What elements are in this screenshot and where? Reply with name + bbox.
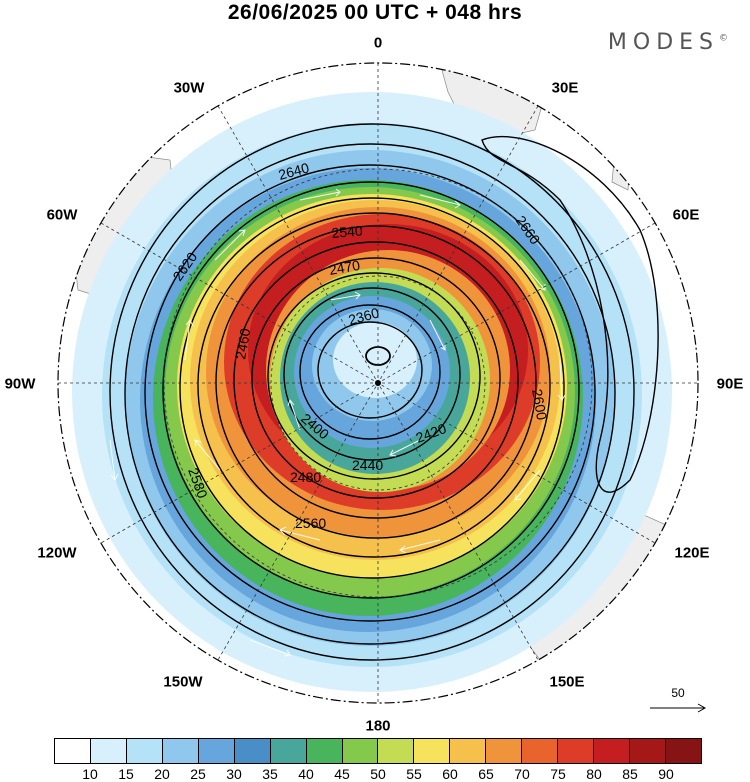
colorbar-swatch	[630, 739, 666, 763]
colorbar-tick-label: 40	[298, 766, 314, 782]
colorbar-tick-label: 45	[334, 766, 350, 782]
colorbar-tick-label: 90	[658, 766, 674, 782]
wind-speed-shading	[72, 92, 672, 692]
meridian-label-0: 0	[373, 34, 383, 52]
colorbar-swatch	[594, 739, 630, 763]
colorbar-tick-label: 10	[82, 766, 98, 782]
meridian-label-150w: 150W	[163, 673, 203, 691]
colorbar-tick-label: 30	[226, 766, 242, 782]
colorbar-tick-label: 15	[118, 766, 134, 782]
colorbar-swatch	[162, 739, 199, 763]
colorbar-swatch	[522, 739, 559, 763]
colorbar-tick-label: 60	[442, 766, 458, 782]
colorbar-tick-label: 70	[514, 766, 530, 782]
vector-reference: 50	[648, 686, 708, 714]
colorbar-swatch	[378, 739, 415, 763]
meridian-label-180: 180	[365, 717, 391, 735]
contour-label: 2600	[529, 388, 550, 422]
colorbar-tick-label: 25	[190, 766, 206, 782]
colorbar-swatch	[90, 739, 127, 763]
brand-logo: MODES©	[608, 30, 728, 55]
vector-reference-value: 50	[671, 686, 685, 700]
colorbar-swatch	[306, 739, 343, 763]
height-contours	[109, 123, 659, 661]
colorbar-tick-label: 20	[154, 766, 170, 782]
colorbar-ticks: 10 15 20 25 30 35 40 45 50 55 60 65 70 75 80 85 90	[54, 766, 702, 782]
wind-vectors	[109, 188, 566, 657]
colorbar-swatch	[665, 739, 701, 763]
meridian-label-90e: 90E	[716, 375, 744, 393]
colorbar-swatch	[234, 739, 271, 763]
contour-label: 2440	[352, 457, 383, 473]
colorbar-swatch	[342, 739, 379, 763]
colorbar-tick-label: 55	[406, 766, 422, 782]
colorbar	[54, 738, 702, 764]
meridian-label-150e: 150E	[549, 673, 585, 691]
contour-label: 2460	[232, 327, 253, 361]
meridian-label-120w: 120W	[37, 544, 77, 562]
meridian-label-90w: 90W	[4, 375, 36, 393]
colorbar-swatch	[486, 739, 523, 763]
contour-label: 2360	[347, 304, 381, 328]
meridian-label-120e: 120E	[674, 544, 710, 562]
colorbar-swatch	[558, 739, 595, 763]
contour-label: 2470	[328, 257, 362, 278]
meridian-label-30w: 30W	[173, 79, 205, 97]
colorbar-tick-label: 85	[622, 766, 638, 782]
colorbar-swatch	[450, 739, 487, 763]
reference-arrow-icon	[650, 703, 707, 713]
colorbar-tick-label: 50	[370, 766, 386, 782]
contour-label: 2540	[331, 222, 364, 241]
copyright-mark: ©	[719, 33, 728, 44]
contour-label: 2560	[295, 515, 326, 531]
chart-title: 26/06/2025 00 UTC + 048 hrs	[227, 1, 523, 24]
colorbar-swatch	[126, 739, 163, 763]
map-border	[57, 62, 699, 704]
colorbar-swatch	[270, 739, 307, 763]
contour-label: 2640	[277, 159, 311, 183]
pole-marker	[375, 380, 381, 386]
meridian-label-30e: 30E	[551, 79, 579, 97]
brand-name: MODES	[607, 30, 719, 55]
colorbar-tick-label: 35	[262, 766, 278, 782]
colorbar-swatch	[198, 739, 235, 763]
colorbar-tick-label: 75	[550, 766, 566, 782]
meridian-label-60w: 60W	[46, 206, 78, 224]
colorbar-swatch	[55, 739, 91, 763]
contour-label: 2480	[290, 469, 321, 485]
colorbar-tick-label: 80	[586, 766, 602, 782]
colorbar-tick-label: 65	[478, 766, 494, 782]
meridian-label-60e: 60E	[672, 206, 700, 224]
colorbar-swatch	[414, 739, 451, 763]
